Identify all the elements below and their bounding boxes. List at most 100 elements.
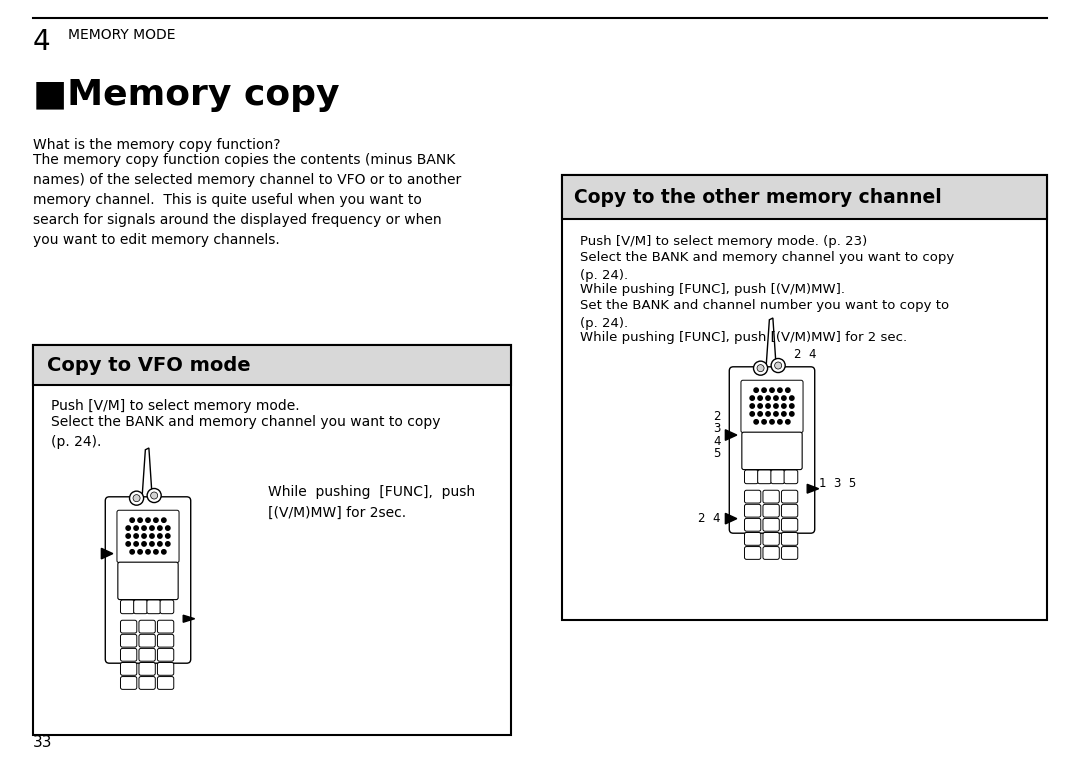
FancyBboxPatch shape bbox=[158, 648, 174, 661]
Circle shape bbox=[761, 420, 767, 424]
FancyBboxPatch shape bbox=[762, 490, 780, 503]
Circle shape bbox=[130, 491, 144, 505]
Circle shape bbox=[165, 534, 170, 538]
FancyBboxPatch shape bbox=[762, 533, 780, 546]
Circle shape bbox=[146, 518, 150, 523]
Text: 5: 5 bbox=[714, 447, 721, 460]
FancyBboxPatch shape bbox=[744, 470, 758, 484]
Text: 4: 4 bbox=[33, 28, 51, 56]
Circle shape bbox=[785, 420, 791, 424]
Text: 2: 2 bbox=[714, 410, 721, 423]
Text: While  pushing  [FUNC],  push
[(V/M)MW] for 2sec.: While pushing [FUNC], push [(V/M)MW] for… bbox=[268, 485, 475, 520]
FancyBboxPatch shape bbox=[139, 620, 156, 633]
Circle shape bbox=[138, 549, 143, 554]
FancyBboxPatch shape bbox=[134, 600, 147, 613]
Circle shape bbox=[771, 358, 785, 373]
Circle shape bbox=[774, 362, 782, 369]
Circle shape bbox=[165, 526, 170, 530]
FancyBboxPatch shape bbox=[744, 504, 760, 517]
Text: Set the BANK and channel number you want to copy to
(p. 24).: Set the BANK and channel number you want… bbox=[580, 299, 949, 330]
FancyBboxPatch shape bbox=[741, 380, 804, 433]
Text: Push [V/M] to select memory mode.: Push [V/M] to select memory mode. bbox=[51, 399, 299, 413]
FancyBboxPatch shape bbox=[782, 490, 798, 503]
Circle shape bbox=[133, 495, 140, 501]
Bar bbox=[562, 175, 1047, 620]
FancyBboxPatch shape bbox=[744, 518, 760, 531]
Circle shape bbox=[758, 404, 762, 408]
Circle shape bbox=[782, 404, 786, 408]
Circle shape bbox=[754, 361, 768, 375]
Circle shape bbox=[134, 542, 138, 546]
Circle shape bbox=[158, 542, 162, 546]
Bar bbox=[562, 175, 1047, 219]
Text: Copy to the other memory channel: Copy to the other memory channel bbox=[573, 187, 942, 207]
FancyBboxPatch shape bbox=[121, 600, 134, 613]
FancyBboxPatch shape bbox=[742, 432, 802, 469]
Circle shape bbox=[126, 534, 131, 538]
Circle shape bbox=[778, 420, 782, 424]
FancyBboxPatch shape bbox=[117, 511, 179, 562]
Circle shape bbox=[778, 388, 782, 392]
Circle shape bbox=[754, 420, 758, 424]
Circle shape bbox=[782, 396, 786, 400]
FancyBboxPatch shape bbox=[771, 470, 784, 484]
Circle shape bbox=[766, 404, 770, 408]
FancyBboxPatch shape bbox=[158, 634, 174, 647]
Circle shape bbox=[789, 411, 794, 416]
Circle shape bbox=[141, 526, 146, 530]
Bar bbox=[33, 345, 511, 385]
Circle shape bbox=[150, 534, 154, 538]
FancyBboxPatch shape bbox=[782, 518, 798, 531]
Circle shape bbox=[165, 542, 170, 546]
FancyBboxPatch shape bbox=[158, 677, 174, 690]
Text: 2  4: 2 4 bbox=[699, 512, 721, 525]
Circle shape bbox=[766, 411, 770, 416]
Circle shape bbox=[130, 518, 134, 523]
Circle shape bbox=[150, 542, 154, 546]
Text: ■Memory copy: ■Memory copy bbox=[33, 78, 339, 112]
Text: 4: 4 bbox=[714, 434, 721, 448]
FancyBboxPatch shape bbox=[762, 518, 780, 531]
Circle shape bbox=[750, 404, 755, 408]
Circle shape bbox=[761, 388, 767, 392]
Circle shape bbox=[141, 534, 146, 538]
FancyBboxPatch shape bbox=[121, 662, 137, 675]
Circle shape bbox=[758, 411, 762, 416]
Circle shape bbox=[130, 549, 134, 554]
Circle shape bbox=[750, 396, 755, 400]
Circle shape bbox=[757, 365, 764, 372]
Circle shape bbox=[785, 388, 791, 392]
Circle shape bbox=[162, 518, 166, 523]
Circle shape bbox=[147, 488, 161, 503]
Circle shape bbox=[770, 388, 774, 392]
Circle shape bbox=[150, 526, 154, 530]
FancyBboxPatch shape bbox=[729, 367, 814, 533]
Text: 3: 3 bbox=[714, 422, 721, 435]
Circle shape bbox=[153, 549, 158, 554]
Text: Select the BANK and memory channel you want to copy
(p. 24).: Select the BANK and memory channel you w… bbox=[580, 251, 955, 282]
FancyBboxPatch shape bbox=[744, 490, 760, 503]
Polygon shape bbox=[726, 514, 737, 524]
Circle shape bbox=[150, 492, 158, 499]
FancyBboxPatch shape bbox=[121, 648, 137, 661]
FancyBboxPatch shape bbox=[139, 662, 156, 675]
FancyBboxPatch shape bbox=[118, 562, 178, 600]
FancyBboxPatch shape bbox=[782, 504, 798, 517]
FancyBboxPatch shape bbox=[158, 662, 174, 675]
Circle shape bbox=[153, 518, 158, 523]
Circle shape bbox=[162, 549, 166, 554]
FancyBboxPatch shape bbox=[158, 620, 174, 633]
Text: The memory copy function copies the contents (minus BANK
names) of the selected : The memory copy function copies the cont… bbox=[33, 153, 461, 247]
Polygon shape bbox=[184, 615, 194, 623]
Text: What is the memory copy function?: What is the memory copy function? bbox=[33, 138, 281, 152]
Polygon shape bbox=[102, 549, 112, 559]
Circle shape bbox=[134, 534, 138, 538]
Circle shape bbox=[754, 388, 758, 392]
FancyBboxPatch shape bbox=[784, 470, 798, 484]
Polygon shape bbox=[726, 430, 737, 440]
Text: MEMORY MODE: MEMORY MODE bbox=[68, 28, 175, 42]
FancyBboxPatch shape bbox=[139, 634, 156, 647]
Circle shape bbox=[750, 411, 755, 416]
FancyBboxPatch shape bbox=[744, 546, 760, 559]
Circle shape bbox=[126, 542, 131, 546]
